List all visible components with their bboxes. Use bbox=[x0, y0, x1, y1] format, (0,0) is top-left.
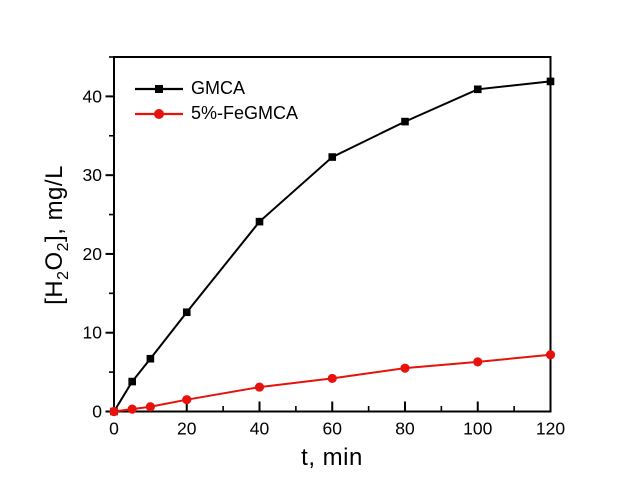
y-axis-title-text: [H bbox=[41, 279, 69, 305]
x-tick-label-60: 60 bbox=[323, 419, 343, 439]
y-axis-title-subscript: 2 bbox=[54, 270, 72, 280]
x-axis-title: t, min bbox=[301, 444, 363, 471]
y-tick-label-40: 40 bbox=[83, 86, 103, 106]
marker-circle-1-60 bbox=[327, 373, 337, 384]
marker-square-0-40 bbox=[255, 217, 264, 226]
legend-key-fegmca bbox=[135, 108, 183, 119]
legend-label-fegmca: 5%-FeGMCA bbox=[191, 103, 299, 123]
marker-circle-1-40 bbox=[254, 382, 265, 392]
y-axis-title: [H2O2], mg/L bbox=[41, 165, 73, 305]
y-axis-title-text: O bbox=[41, 251, 69, 271]
legend: GMCA 5%-FeGMCA bbox=[134, 76, 298, 126]
legend-item-gmca: GMCA bbox=[134, 76, 298, 101]
marker-circle-1-20 bbox=[182, 395, 192, 405]
plot-frame bbox=[113, 56, 552, 413]
x-tick-label-80: 80 bbox=[395, 419, 415, 439]
marker-square-0-5 bbox=[128, 377, 136, 386]
legend-marker-circle bbox=[154, 108, 164, 119]
y-axis-title-text: ], mg/L bbox=[41, 165, 69, 242]
x-tick-label-40: 40 bbox=[250, 419, 270, 439]
x-tick-label-20: 20 bbox=[177, 419, 197, 439]
marker-circle-1-0 bbox=[109, 406, 119, 417]
marker-square-0-80 bbox=[401, 117, 409, 126]
marker-square-0-120 bbox=[546, 77, 555, 86]
marker-circle-1-5 bbox=[127, 404, 137, 414]
marker-square-0-10 bbox=[146, 354, 155, 363]
legend-item-fegmca: 5%-FeGMCA bbox=[134, 101, 298, 126]
y-axis-title-subscript: 2 bbox=[54, 241, 72, 252]
marker-square-0-60 bbox=[328, 153, 337, 161]
y-tick-label-30: 30 bbox=[83, 165, 103, 185]
marker-square-0-20 bbox=[182, 308, 191, 317]
legend-key-gmca bbox=[135, 84, 183, 93]
marker-circle-1-100 bbox=[473, 357, 483, 367]
marker-square-0-100 bbox=[473, 85, 482, 94]
y-tick-label-20: 20 bbox=[83, 244, 103, 264]
x-tick-label-100: 100 bbox=[463, 419, 492, 439]
x-tick-label-120: 120 bbox=[536, 419, 565, 439]
y-tick-label-10: 10 bbox=[83, 323, 103, 343]
y-tick-label-0: 0 bbox=[92, 402, 102, 422]
marker-circle-1-10 bbox=[145, 402, 155, 412]
legend-marker-square bbox=[155, 84, 163, 93]
marker-circle-1-120 bbox=[545, 350, 556, 360]
legend-label-gmca: GMCA bbox=[191, 78, 245, 98]
x-tick-label-0: 0 bbox=[109, 419, 119, 439]
marker-circle-1-80 bbox=[400, 363, 410, 373]
